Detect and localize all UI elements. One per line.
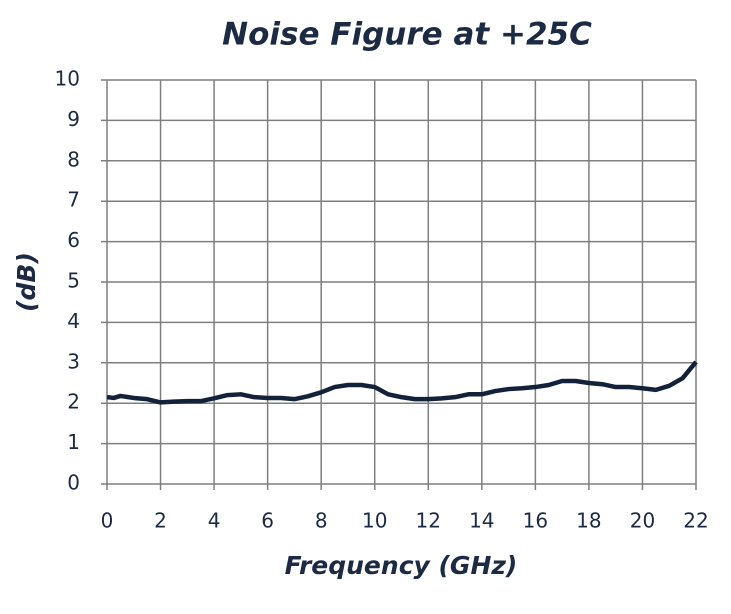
y-tick-label: 6 bbox=[67, 228, 80, 252]
y-tick-label: 0 bbox=[67, 471, 80, 495]
x-tick-label: 0 bbox=[101, 509, 114, 533]
line-series bbox=[106, 360, 698, 405]
chart-title: Noise Figure at +25C bbox=[222, 17, 592, 53]
x-tick-label: 2 bbox=[154, 509, 167, 533]
x-tick-label: 22 bbox=[683, 509, 708, 533]
x-tick-label: 18 bbox=[576, 509, 601, 533]
x-tick-label: 12 bbox=[416, 509, 441, 533]
y-tick-label: 8 bbox=[67, 147, 80, 171]
y-tick-label: 10 bbox=[55, 67, 80, 91]
y-tick-label: 5 bbox=[67, 269, 80, 293]
x-tick-label: 20 bbox=[630, 509, 655, 533]
x-axis-label: Frequency (GHz) bbox=[285, 551, 518, 580]
x-tick-label: 8 bbox=[315, 509, 328, 533]
y-tick-label: 7 bbox=[67, 188, 80, 212]
y-tick-label: 1 bbox=[67, 430, 80, 454]
x-tick-label: 16 bbox=[523, 509, 548, 533]
y-axis-label: (dB) bbox=[12, 252, 41, 312]
x-tick-label: 6 bbox=[261, 509, 274, 533]
x-tick-label: 10 bbox=[362, 509, 387, 533]
y-tick-label: 3 bbox=[67, 349, 80, 373]
y-tick-label: 2 bbox=[67, 390, 80, 414]
y-tick-label: 9 bbox=[67, 107, 80, 131]
y-tick-label: 4 bbox=[67, 309, 80, 333]
x-tick-label: 4 bbox=[208, 509, 221, 533]
x-tick-label: 14 bbox=[469, 509, 494, 533]
